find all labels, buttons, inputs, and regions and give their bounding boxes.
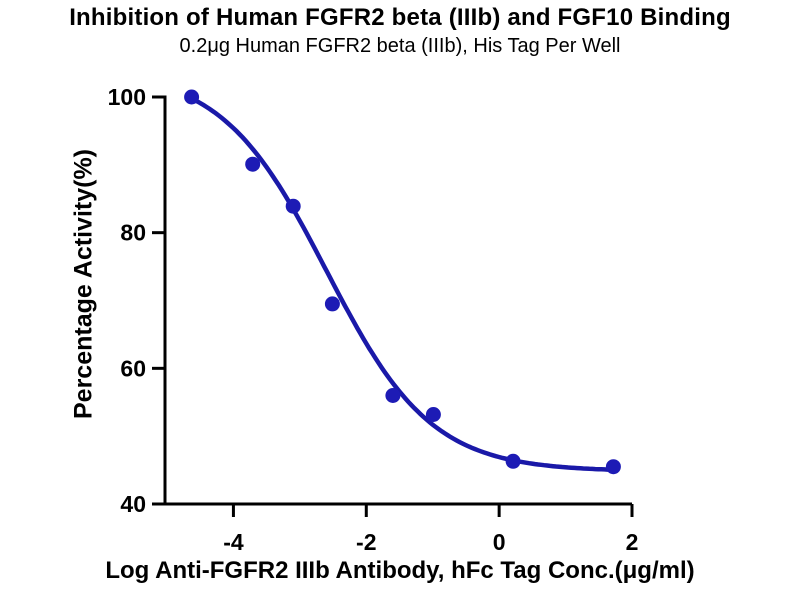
- x-axis-label: Log Anti-FGFR2 IIIb Antibody, hFc Tag Co…: [105, 557, 695, 584]
- data-point: [425, 407, 441, 422]
- x-tick-label: 2: [626, 529, 639, 555]
- data-point: [324, 296, 340, 312]
- data-point: [505, 453, 521, 469]
- data-point: [385, 388, 401, 403]
- x-tick-label: 0: [493, 529, 506, 555]
- data-point: [184, 89, 200, 105]
- data-point: [245, 156, 261, 172]
- y-tick-label: 80: [120, 220, 146, 246]
- y-tick-label: 40: [120, 491, 146, 517]
- chart-title: Inhibition of Human FGFR2 beta (IIIb) an…: [69, 4, 731, 31]
- chart-subtitle: 0.2μg Human FGFR2 beta (IIIb), His Tag P…: [179, 35, 621, 57]
- y-tick-label: 60: [120, 355, 146, 381]
- x-tick-label: -2: [356, 529, 376, 555]
- data-point: [285, 198, 301, 214]
- data-point: [605, 459, 621, 475]
- fit-curve: [189, 96, 616, 473]
- x-tick-label: -4: [223, 529, 244, 555]
- axis-lines: [163, 95, 632, 506]
- y-tick-label: 100: [108, 84, 146, 110]
